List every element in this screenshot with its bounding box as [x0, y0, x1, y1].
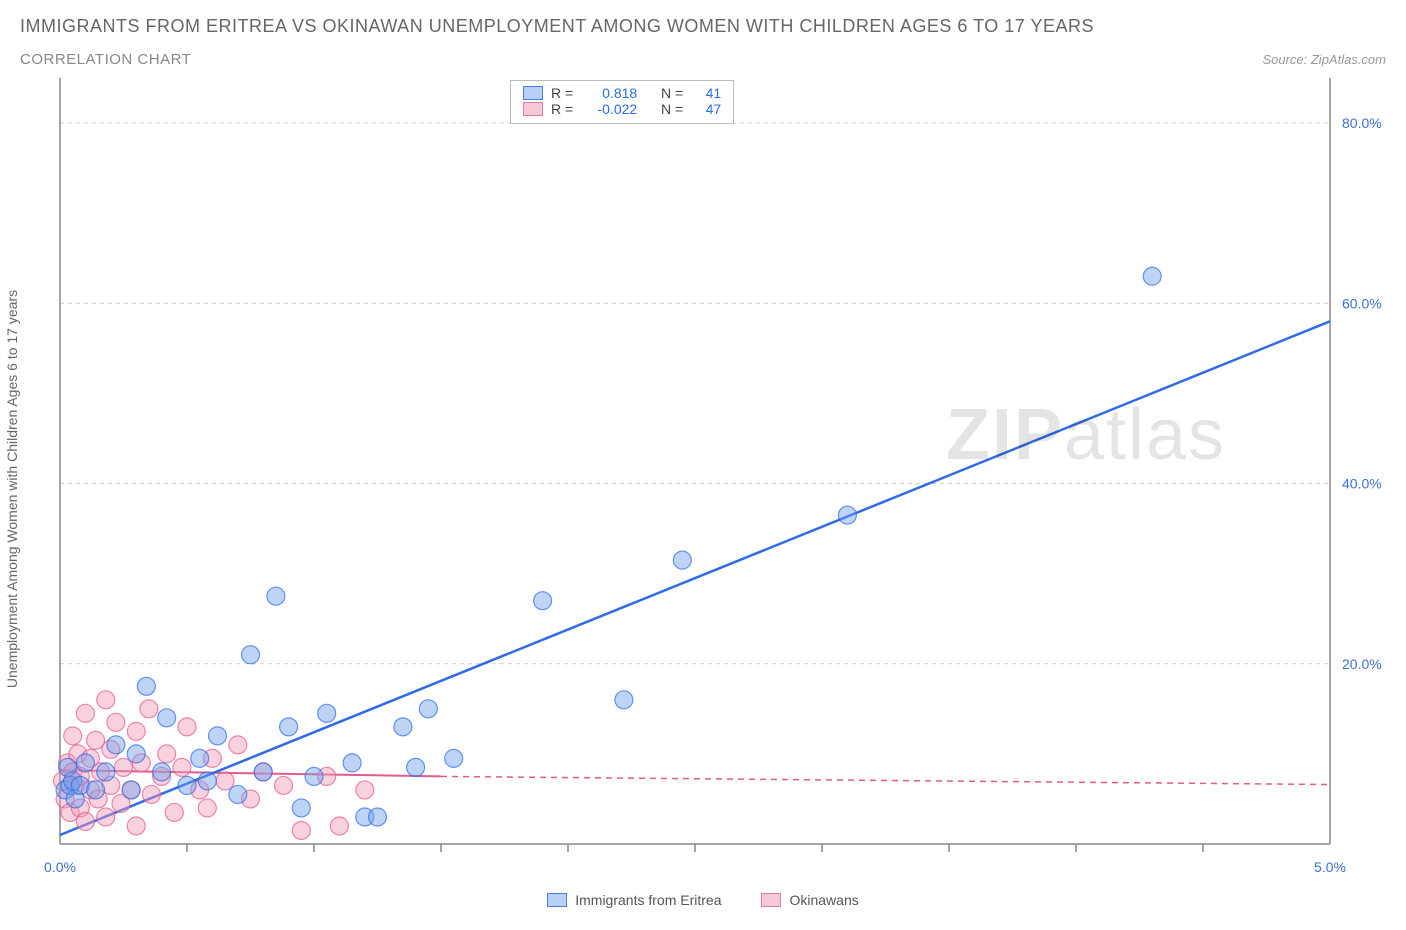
svg-text:40.0%: 40.0% [1342, 476, 1382, 492]
subtitle-row: CORRELATION CHART Source: ZipAtlas.com [20, 51, 1386, 68]
legend-pink-label: Okinawans [789, 892, 858, 908]
stats-label-n: N = [661, 85, 683, 101]
svg-text:60.0%: 60.0% [1342, 295, 1382, 311]
legend-item-pink: Okinawans [761, 892, 858, 908]
source-credit: Source: ZipAtlas.com [1262, 52, 1386, 67]
stats-legend-box: R = 0.818 N = 41 R = -0.022 N = 47 [510, 80, 734, 124]
y-axis-label: Unemployment Among Women with Children A… [4, 290, 20, 688]
correlation-chart: Unemployment Among Women with Children A… [20, 74, 1386, 904]
swatch-pink-icon [761, 893, 781, 907]
source-name: ZipAtlas.com [1311, 52, 1386, 67]
svg-text:5.0%: 5.0% [1314, 859, 1346, 875]
swatch-pink-icon [523, 102, 543, 116]
swatch-blue-icon [547, 893, 567, 907]
stats-row-pink: R = -0.022 N = 47 [523, 101, 721, 117]
stats-label-r: R = [551, 85, 573, 101]
chart-svg: 20.0% 40.0% 60.0% 80.0% 0.0% 5.0% [20, 74, 1386, 904]
stats-blue-n: 41 [691, 85, 721, 101]
source-prefix: Source: [1262, 52, 1310, 67]
stats-pink-r: -0.022 [581, 101, 637, 117]
svg-text:0.0%: 0.0% [44, 859, 76, 875]
page-title: IMMIGRANTS FROM ERITREA VS OKINAWAN UNEM… [20, 16, 1386, 37]
stats-label-r: R = [551, 101, 573, 117]
legend-blue-label: Immigrants from Eritrea [575, 892, 721, 908]
svg-text:20.0%: 20.0% [1342, 656, 1382, 672]
stats-blue-r: 0.818 [581, 85, 637, 101]
series-legend: Immigrants from Eritrea Okinawans [20, 892, 1386, 908]
swatch-blue-icon [523, 86, 543, 100]
stats-pink-n: 47 [691, 101, 721, 117]
legend-item-blue: Immigrants from Eritrea [547, 892, 721, 908]
correlation-subtitle: CORRELATION CHART [20, 51, 191, 68]
svg-text:80.0%: 80.0% [1342, 115, 1382, 131]
stats-label-n: N = [661, 101, 683, 117]
stats-row-blue: R = 0.818 N = 41 [523, 85, 721, 101]
